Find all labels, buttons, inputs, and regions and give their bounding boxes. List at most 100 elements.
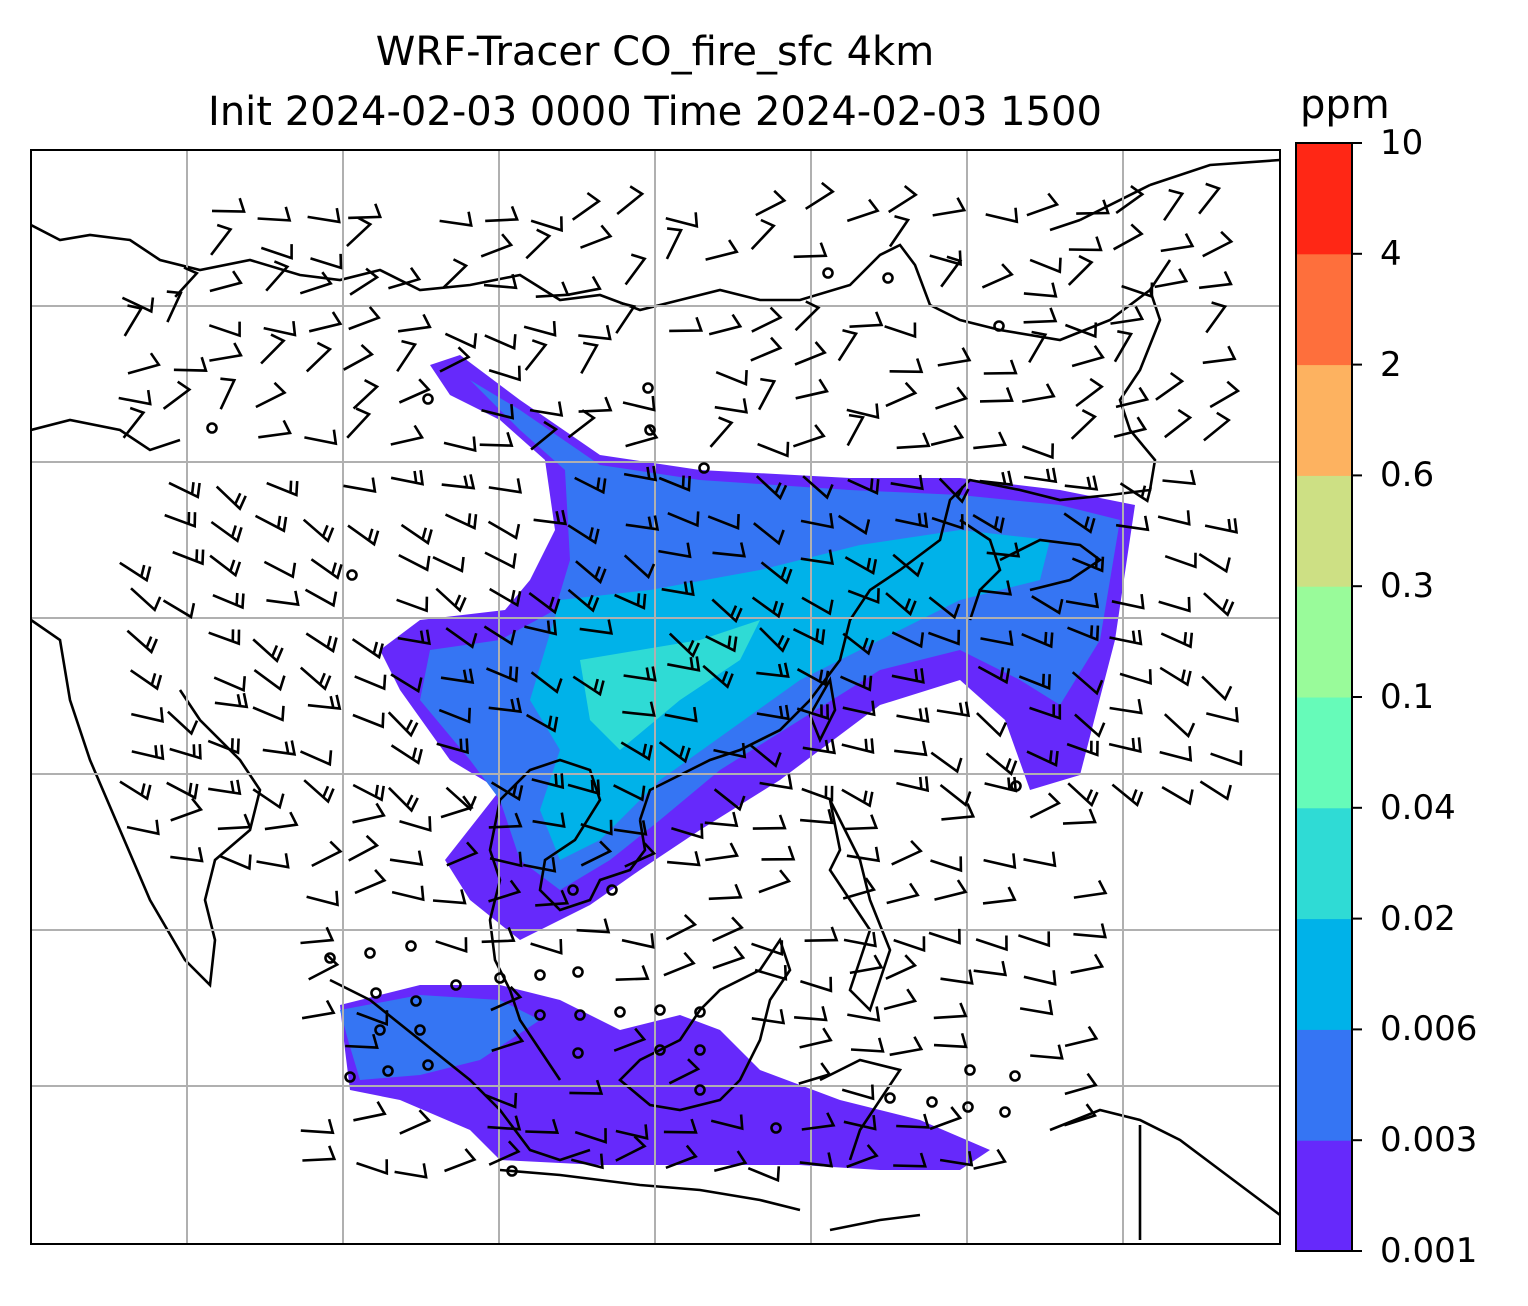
wind-barb [485,205,519,223]
wind-barb [1070,953,1105,974]
wind-barb [489,851,523,868]
wind-barb [669,316,704,333]
wind-barb [802,475,834,500]
wind-barb [209,554,242,578]
wind-barb [796,668,830,687]
wind-barb [390,424,425,446]
wind-barb [1158,596,1191,613]
wind-barb [1160,631,1194,649]
wind-barb [303,779,335,804]
wind-barb [796,704,830,721]
calm-wind-marker [644,424,656,436]
wind-barb [208,779,242,796]
coastline-sumatra [329,978,591,1162]
wind-barb [843,1114,877,1131]
wind-barb [667,656,701,672]
wind-barb [530,216,563,233]
wind-barb [801,785,834,802]
wind-barb [1164,408,1193,439]
wind-barb [935,386,969,410]
wind-barb [208,321,241,338]
wind-barb [1023,307,1058,324]
wind-barb [623,554,656,580]
calm-wind-marker [694,1006,706,1018]
wind-barb [663,951,696,977]
wind-barb [302,1145,337,1162]
wind-barb [940,969,974,985]
wind-barb [352,783,385,802]
wind-barb [131,744,165,761]
wind-barb [658,542,692,559]
wind-barb [983,853,1017,869]
wind-barb [1203,592,1235,617]
wind-barb [890,474,924,491]
wind-barb [802,738,836,755]
wind-barb [306,890,339,907]
wind-barb [1070,409,1098,440]
wind-barb [252,638,284,663]
colorbar-segment [1296,586,1352,698]
wind-barb [884,322,917,339]
wind-barb [487,1115,522,1131]
wind-barb [346,407,372,439]
wind-barb [1064,322,1098,339]
calm-wind-marker [654,1044,666,1056]
calm-wind-marker [206,422,218,434]
wind-barb [978,580,1013,596]
wind-barb [580,224,613,249]
wind-barb [532,812,566,828]
wind-barb [523,857,557,873]
wind-barb [839,675,873,692]
wind-barb [1019,999,1054,1016]
wind-barb [1026,750,1059,767]
wind-barb [893,936,926,953]
wind-barb [615,965,650,981]
wind-barb [210,520,243,543]
calm-wind-marker [606,884,618,896]
wind-barb [211,197,246,213]
wind-barb [570,1153,604,1170]
wind-barb [792,424,826,448]
wind-barb [214,692,249,709]
wind-barb [1113,416,1148,438]
wind-barb [436,738,469,755]
colorbar [1296,142,1362,1252]
wind-barb [661,580,695,597]
wind-barb [665,212,699,229]
wind-barb [121,296,155,314]
wind-barb [488,879,522,903]
colorbar-segment [1296,475,1352,587]
wind-barb [574,476,607,495]
wind-barb [311,840,343,868]
wind-barb [1202,230,1234,258]
wind-barb [800,513,834,529]
wind-barb [1062,808,1097,825]
wind-barb [266,590,300,607]
wind-barb [844,814,879,831]
wind-barb [567,779,601,796]
wind-barb [1198,182,1222,215]
wind-barb [170,847,204,863]
wind-barb [613,784,646,802]
wind-barb [936,701,971,718]
wind-barb [166,781,199,800]
wind-barb [219,377,237,410]
wind-barb [805,181,835,210]
wind-barb [665,913,698,941]
wind-barb [986,542,1021,558]
colorbar-tick-label: 0.02 [1380,898,1456,939]
wind-barb [842,632,875,656]
colorbar-tick-label: 0.6 [1380,455,1435,496]
wind-barb [1119,669,1152,685]
wind-barb [1026,192,1060,217]
wind-barb [567,409,597,439]
calm-wind-marker [374,1024,386,1036]
map-gridlines [31,150,1280,1244]
wind-barb [396,596,429,613]
wind-barb [804,926,839,942]
wind-barb [481,403,515,420]
wind-barb [168,481,201,499]
wind-barb [792,628,826,646]
wind-barb [388,267,422,290]
wind-barb [712,916,744,942]
